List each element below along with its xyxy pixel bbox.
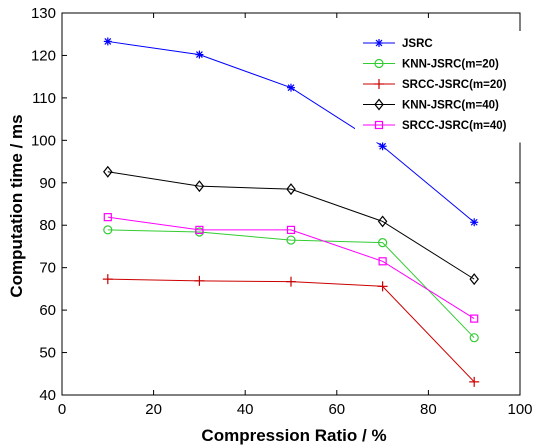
marker-diamond bbox=[286, 183, 296, 196]
legend-label: KNN-JSRC(m=40) bbox=[402, 100, 499, 112]
y-tick-label: 120 bbox=[31, 47, 56, 64]
data-point bbox=[195, 225, 204, 234]
marker-square bbox=[470, 314, 479, 323]
y-tick-label: 130 bbox=[31, 5, 56, 22]
legend-marker bbox=[374, 120, 384, 130]
data-point bbox=[286, 225, 296, 234]
marker-square bbox=[378, 257, 387, 266]
series-knn-jsrc-m-20 bbox=[103, 225, 479, 343]
data-point bbox=[469, 376, 480, 387]
y-tick-label: 100 bbox=[31, 132, 56, 149]
legend-item: JSRC bbox=[363, 38, 433, 50]
data-point bbox=[286, 235, 296, 245]
marker-diamond bbox=[469, 273, 479, 286]
data-point bbox=[378, 238, 388, 248]
data-point bbox=[195, 50, 204, 59]
legend-marker bbox=[374, 98, 384, 111]
legend-label: SRCC-JSRC(m=20) bbox=[402, 79, 507, 91]
series-line bbox=[107, 229, 475, 339]
y-tick-label: 50 bbox=[39, 345, 56, 362]
series-srcc-jsrc-m-20 bbox=[102, 274, 480, 387]
y-tick-label: 90 bbox=[39, 175, 56, 192]
x-tick-label: 80 bbox=[420, 401, 437, 418]
x-tick-label: 100 bbox=[507, 401, 532, 418]
y-tick-label: 60 bbox=[39, 302, 56, 319]
data-point bbox=[103, 213, 112, 222]
marker-diamond bbox=[374, 98, 384, 111]
marker-circle bbox=[374, 58, 384, 69]
data-point bbox=[103, 165, 113, 178]
data-point bbox=[103, 225, 113, 235]
data-point bbox=[194, 275, 205, 286]
marker-square bbox=[103, 213, 112, 222]
legend-label: JSRC bbox=[402, 38, 433, 50]
legend-marker bbox=[374, 58, 384, 69]
y-tick-label: 80 bbox=[39, 217, 56, 234]
legend-item: KNN-JSRC(m=20) bbox=[363, 59, 499, 71]
data-point bbox=[377, 215, 388, 228]
marker-square bbox=[374, 120, 384, 130]
legend-item: KNN-JSRC(m=40) bbox=[363, 98, 499, 112]
plot-area: 0 20 40 60 80 100 40 50 60 70 80 90 100 110 120 130 bbox=[31, 5, 533, 418]
data-point bbox=[103, 37, 112, 46]
x-tick-label: 60 bbox=[328, 401, 345, 418]
data-point bbox=[286, 276, 296, 287]
series-line bbox=[107, 216, 475, 320]
legend-label: KNN-JSRC(m=20) bbox=[402, 59, 499, 71]
series-line bbox=[107, 171, 475, 280]
y-tick-label: 40 bbox=[39, 387, 56, 404]
marker-diamond bbox=[377, 215, 388, 228]
data-point bbox=[286, 183, 296, 196]
marker-stroke bbox=[287, 84, 295, 92]
marker-stroke bbox=[195, 51, 203, 59]
marker-diamond bbox=[103, 165, 113, 178]
data-point bbox=[470, 314, 479, 323]
marker-circle bbox=[286, 235, 296, 245]
legend-marker bbox=[374, 79, 384, 89]
data-point bbox=[469, 333, 479, 343]
marker-square bbox=[286, 225, 296, 234]
marker-circle bbox=[378, 238, 388, 248]
legend-marker bbox=[375, 39, 383, 47]
series-knn-jsrc-m-40 bbox=[103, 165, 479, 286]
legend-item: SRCC-JSRC(m=20) bbox=[363, 79, 507, 91]
legend: JSRC KNN-JSRC(m=20) SRCC-JSRC(m=20) KNN-JSR… bbox=[355, 31, 523, 143]
series-line bbox=[107, 278, 475, 383]
data-point bbox=[470, 218, 479, 227]
y-tick-label: 110 bbox=[32, 90, 56, 107]
axes-box bbox=[61, 12, 521, 396]
marker-stroke bbox=[375, 39, 383, 47]
data-point bbox=[287, 83, 295, 92]
y-axis-title: Computation time / ms bbox=[7, 114, 26, 297]
marker-circle bbox=[469, 333, 479, 343]
y-tick-label: 70 bbox=[39, 260, 56, 277]
data-point bbox=[469, 273, 479, 286]
marker-square bbox=[195, 225, 204, 234]
series-jsrc bbox=[103, 37, 479, 227]
data-point bbox=[194, 180, 205, 193]
data-point bbox=[102, 274, 113, 285]
x-tick-label: 40 bbox=[237, 401, 254, 418]
marker-circle bbox=[103, 225, 113, 235]
x-tick-label: 20 bbox=[145, 401, 162, 418]
data-point bbox=[377, 281, 388, 292]
legend-item: SRCC-JSRC(m=40) bbox=[363, 120, 507, 132]
marker-stroke bbox=[104, 38, 112, 45]
x-axis-title: Compression Ratio / % bbox=[201, 426, 386, 445]
marker-stroke bbox=[379, 142, 387, 150]
data-point bbox=[378, 257, 387, 266]
data-point bbox=[378, 142, 387, 151]
series-srcc-jsrc-m-40 bbox=[103, 213, 479, 323]
x-tick-label: 0 bbox=[58, 401, 66, 418]
marker-diamond bbox=[194, 180, 205, 193]
marker-stroke bbox=[470, 218, 478, 226]
legend-label: SRCC-JSRC(m=40) bbox=[402, 120, 507, 132]
